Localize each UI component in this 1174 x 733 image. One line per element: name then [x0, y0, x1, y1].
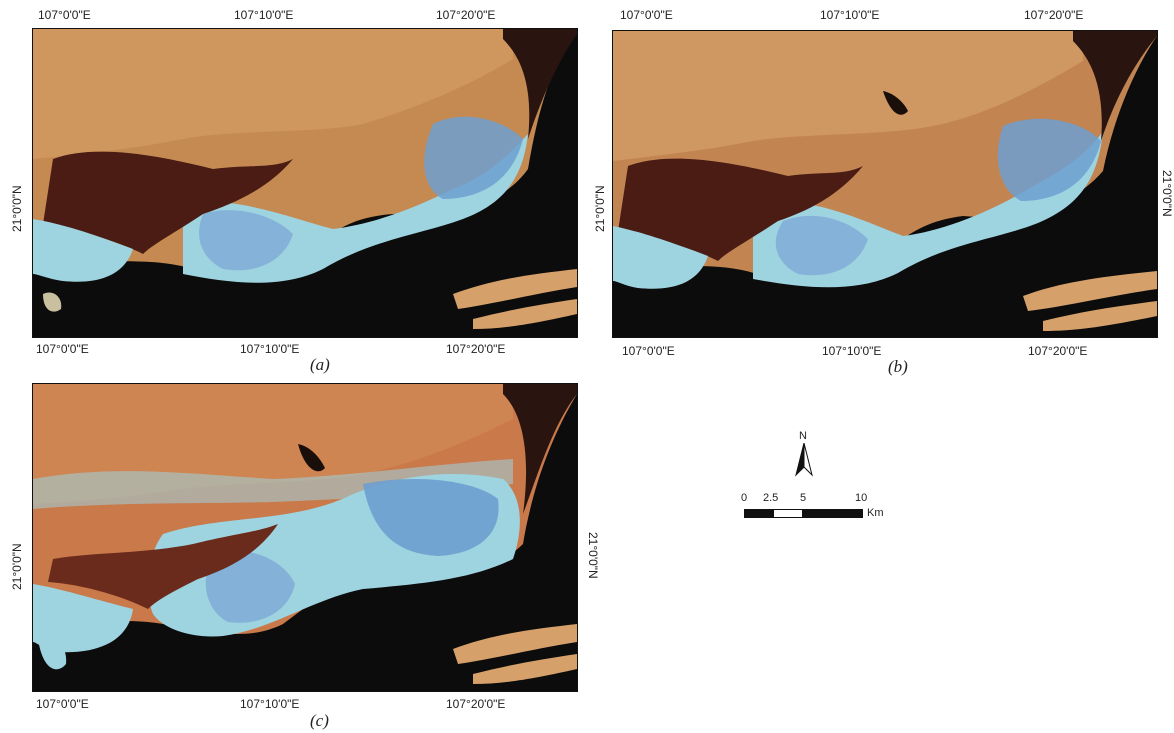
caption-a: (a)	[310, 355, 330, 374]
scale-label-0: 0	[741, 492, 748, 504]
north-label: N	[799, 430, 807, 442]
left-lat-label-a: 21°0'0"N	[10, 185, 24, 232]
satellite-image-a	[32, 28, 578, 338]
top-lon-label-b-3: 107°20'0"E	[1024, 8, 1084, 22]
satellite-svg-b	[613, 31, 1157, 337]
right-lat-label-b: 21°0'0"N	[1160, 170, 1174, 217]
left-lat-label-c: 21°0'0"N	[10, 543, 24, 590]
scale-label-10: 10	[855, 492, 868, 504]
top-lon-label-a-1: 107°0'0"E	[38, 8, 91, 22]
top-lon-label-a-2: 107°10'0"E	[234, 8, 294, 22]
top-lon-label-a-3: 107°20'0"E	[436, 8, 496, 22]
scale-label-2-5: 2.5	[763, 492, 779, 504]
bottom-lon-label-c-3: 107°20'0"E	[446, 697, 506, 711]
bottom-lon-label-a-2: 107°10'0"E	[240, 342, 300, 356]
satellite-image-c	[32, 383, 578, 692]
bottom-lon-label-c-2: 107°10'0"E	[240, 697, 300, 711]
scale-bar	[744, 509, 863, 518]
bottom-lon-label-b-1: 107°0'0"E	[622, 344, 675, 358]
top-lon-label-b-2: 107°10'0"E	[820, 8, 880, 22]
satellite-image-b	[612, 30, 1158, 338]
caption-c: (c)	[310, 711, 329, 730]
north-arrow-icon	[795, 443, 813, 477]
bottom-lon-label-a-1: 107°0'0"E	[36, 342, 89, 356]
satellite-svg-c	[33, 384, 577, 691]
scale-unit: Km	[867, 507, 884, 519]
satellite-svg-a	[33, 29, 577, 337]
bottom-lon-label-a-3: 107°20'0"E	[446, 342, 506, 356]
bottom-lon-label-b-2: 107°10'0"E	[822, 344, 882, 358]
bottom-lon-label-c-1: 107°0'0"E	[36, 697, 89, 711]
left-lat-label-b: 21°0'0"N	[593, 185, 607, 232]
bottom-lon-label-b-3: 107°20'0"E	[1028, 344, 1088, 358]
caption-b: (b)	[888, 357, 908, 376]
top-lon-label-b-1: 107°0'0"E	[620, 8, 673, 22]
right-lat-label-c: 21°0'0"N	[586, 532, 600, 579]
scale-label-5: 5	[800, 492, 807, 504]
